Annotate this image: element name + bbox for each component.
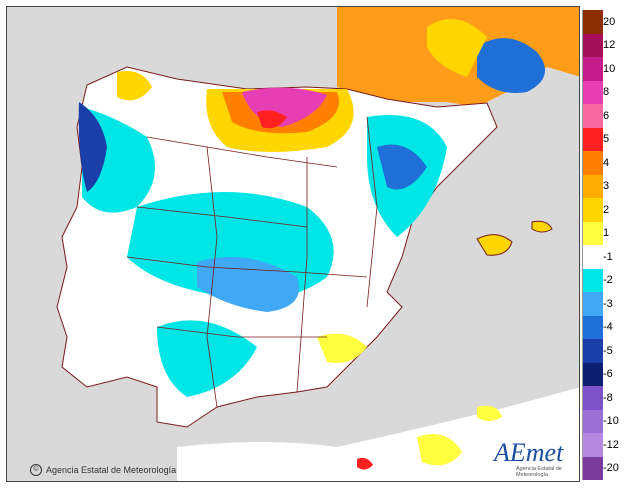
legend-label: 1 [603,227,610,240]
legend-label: -3 [603,297,613,310]
legend-swatch [582,33,603,57]
legend-swatch [582,221,603,245]
anomaly-map [6,6,580,482]
legend-swatch [582,268,603,292]
legend-swatch [582,315,603,339]
legend-label: 6 [603,109,610,122]
yellow-area-asturias [117,71,152,101]
legend-label: 3 [603,180,610,193]
legend-label: 4 [603,156,610,169]
blue-area-east [377,144,427,190]
legend-label: -2 [603,274,613,287]
legend-swatch [582,362,603,386]
legend-swatch [582,433,603,457]
legend-label: 8 [603,86,610,99]
logo-subtitle: Agencia Estatal de Meteorología [516,466,562,478]
legend-swatch [582,198,603,222]
aemet-logo: AEmet Agencia Estatal de Meteorología [494,438,578,479]
legend-swatch [582,456,603,480]
legend-swatch [582,339,603,363]
red-area-africa [357,457,373,470]
credit-line: © Agencia Estatal de Meteorología [30,464,176,476]
legend-label: -10 [603,415,619,428]
legend-swatch [582,386,603,410]
legend-label: 2 [603,203,610,216]
cyan-area-south [157,320,257,397]
credit-text: Agencia Estatal de Meteorología [46,465,177,475]
north-africa-land [177,387,579,481]
blue-area-galicia [78,102,107,192]
legend-label: -5 [603,344,613,357]
yellow-area-africa [417,405,502,466]
legend-label: -12 [603,438,619,451]
color-legend: 20 12 10 8 6 5 4 3 2 1 -1 -2 -3 -4 -5 -6 -8 -10 -12 -20 [582,10,628,480]
legend-swatch [582,292,603,316]
legend-label: 5 [603,133,610,146]
yellow-area-southeast [317,333,367,363]
legend-swatch [582,409,603,433]
legend-swatch [582,104,603,128]
legend-label: -4 [603,321,613,334]
legend-swatch [582,174,603,198]
region-borders [126,116,378,408]
map-canvas [56,7,579,481]
legend-swatch [582,245,603,269]
legend-swatch [582,151,603,175]
legend-label: -20 [603,462,619,475]
legend-label: -6 [603,368,613,381]
france-yellow [427,19,487,77]
legend-label: 20 [603,15,616,28]
legend-swatch [582,127,603,151]
france-blue [477,38,545,93]
legend-label: 10 [603,62,616,75]
red-area-basque [257,110,287,129]
legend-swatch [582,80,603,104]
balearic-islands [476,220,553,256]
legend-swatch [582,57,603,81]
legend-swatch [582,10,603,34]
logo-brand: AEmet [494,438,564,467]
legend-label: -8 [603,391,613,404]
legend-label: 12 [603,39,616,52]
copyright-icon: © [30,464,42,476]
legend-label: -1 [603,250,613,263]
